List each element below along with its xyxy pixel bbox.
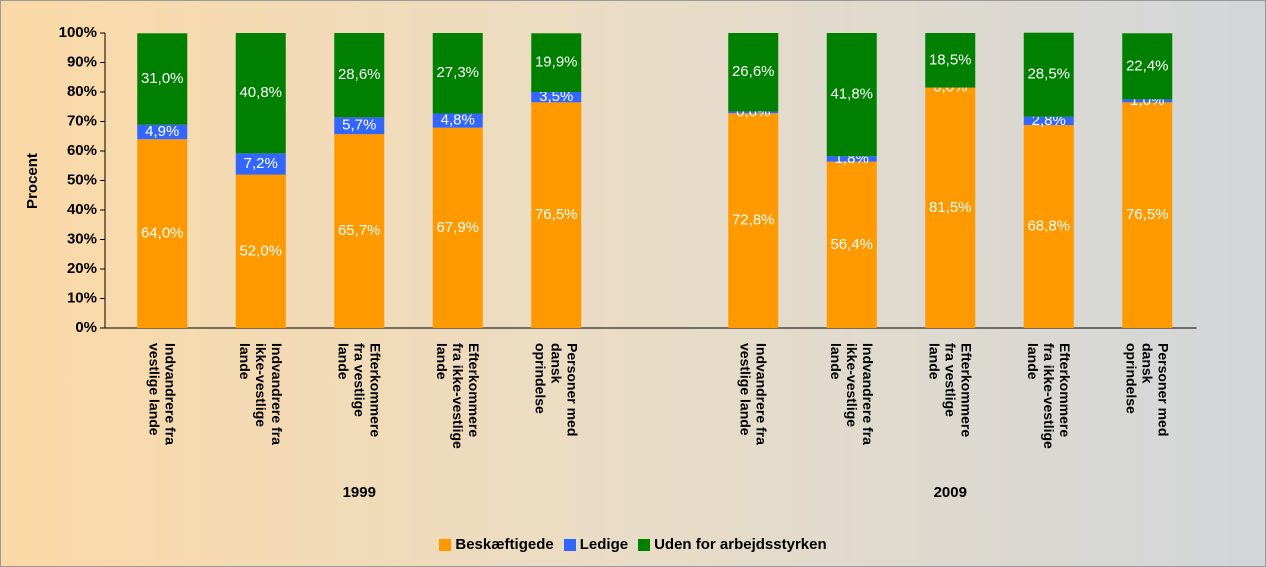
y-tick-label: 50%	[67, 171, 97, 188]
value-label: 67,9%	[436, 219, 479, 236]
y-tick-label: 60%	[67, 142, 97, 159]
group-label: 2009	[934, 484, 967, 501]
value-label: 68,8%	[1027, 217, 1070, 234]
value-label: 18,5%	[929, 51, 972, 68]
y-tick-label: 10%	[67, 289, 97, 306]
x-tick-label: Efterkommere fra ikke-vestlige lande	[433, 343, 482, 449]
x-tick-label: Indvandrere fra vestlige lande	[146, 343, 179, 445]
legend: Beskæftigede Ledige Uden for arbejdsstyrke…	[1, 536, 1265, 553]
y-tick-label: 0%	[75, 319, 97, 336]
y-tick-label: 20%	[67, 260, 97, 277]
x-tick-label: Efterkommere fra ikke-vestlige lande	[1024, 343, 1073, 449]
x-tick-label: Indvandrere fra vestlige lande	[737, 343, 770, 445]
bar-segment	[334, 117, 385, 135]
value-label: 26,6%	[732, 63, 775, 80]
legend-item: Beskæftigede	[439, 536, 554, 553]
value-label: 64,0%	[141, 225, 184, 242]
bar-segment	[235, 33, 286, 154]
bar-segment	[334, 33, 385, 118]
x-tick-label: Efterkommere fra vestlige lande	[335, 343, 384, 438]
value-label: 81,5%	[929, 199, 972, 216]
value-label: 72,8%	[732, 212, 775, 229]
value-label: 52,0%	[239, 242, 282, 259]
bar-segment	[1023, 116, 1074, 126]
bar-segment	[925, 87, 976, 328]
value-label: 76,5%	[1126, 206, 1169, 223]
bar-segment	[826, 161, 877, 328]
value-label: 22,4%	[1126, 57, 1169, 74]
bar-segment	[235, 153, 286, 175]
y-axis-title: Procent	[24, 153, 41, 209]
value-label: 4,8%	[441, 112, 475, 129]
y-tick-label: 70%	[67, 112, 97, 129]
value-label: 7,2%	[244, 155, 278, 172]
value-label: 41,8%	[830, 86, 873, 103]
value-label: 40,8%	[239, 84, 282, 101]
value-label: 27,3%	[436, 64, 479, 81]
value-label: 3,5%	[539, 88, 573, 105]
bar-segment	[728, 113, 779, 329]
bar-segment	[728, 33, 779, 112]
x-tick-label: Efterkommere fra vestlige lande	[926, 343, 975, 438]
bar-segment	[334, 134, 385, 328]
y-tick-label: 30%	[67, 230, 97, 247]
legend-swatch	[563, 538, 576, 551]
bar-segment	[137, 139, 188, 328]
value-label: 5,7%	[342, 117, 376, 134]
bar-segment	[235, 174, 286, 328]
x-tick-label: Indvandrere fra ikke-vestlige lande	[827, 343, 876, 445]
y-tick-label: 80%	[67, 83, 97, 100]
legend-swatch	[439, 538, 452, 551]
bar-segment	[531, 33, 582, 92]
bar-segment	[432, 127, 483, 328]
value-label: 28,5%	[1027, 66, 1070, 83]
value-label: 19,9%	[535, 54, 578, 71]
x-tick-label: Indvandrere fra ikke-vestlige lande	[236, 343, 285, 445]
legend-swatch	[638, 538, 651, 551]
value-label: 65,7%	[338, 222, 381, 239]
x-tick-label: Personer med dansk oprindelse	[1123, 343, 1172, 437]
x-tick-label: Personer med dansk oprindelse	[532, 343, 581, 437]
bar-segment	[531, 102, 582, 328]
value-label: 31,0%	[141, 70, 184, 87]
legend-item: Uden for arbejdsstyrken	[638, 536, 827, 553]
bar-segment	[1023, 32, 1074, 117]
y-tick-label: 100%	[59, 24, 97, 41]
bar-segment	[1122, 102, 1173, 328]
value-label: 4,9%	[145, 123, 179, 140]
y-tick-label: 40%	[67, 201, 97, 218]
y-tick-label: 90%	[67, 53, 97, 70]
bar-segment	[1122, 33, 1173, 100]
value-label: 76,5%	[535, 206, 578, 223]
bar-segment	[432, 113, 483, 128]
value-label: 28,6%	[338, 66, 381, 83]
bar-segment	[826, 33, 877, 157]
bar-segment	[925, 33, 976, 88]
group-label: 1999	[343, 484, 376, 501]
legend-item: Ledige	[563, 536, 629, 553]
bar-segment	[1122, 99, 1173, 103]
bar-segment	[137, 33, 188, 125]
legend-label: Ledige	[579, 536, 629, 553]
bar-segment	[728, 111, 779, 114]
bar-segment	[531, 92, 582, 103]
legend-label: Beskæftigede	[455, 536, 554, 553]
value-label: 56,4%	[830, 236, 873, 253]
legend-label: Uden for arbejdsstyrken	[654, 536, 827, 553]
bar-segment	[826, 156, 877, 162]
bar-segment	[137, 124, 188, 140]
bar-segment	[432, 33, 483, 114]
bar-segment	[1023, 125, 1074, 328]
